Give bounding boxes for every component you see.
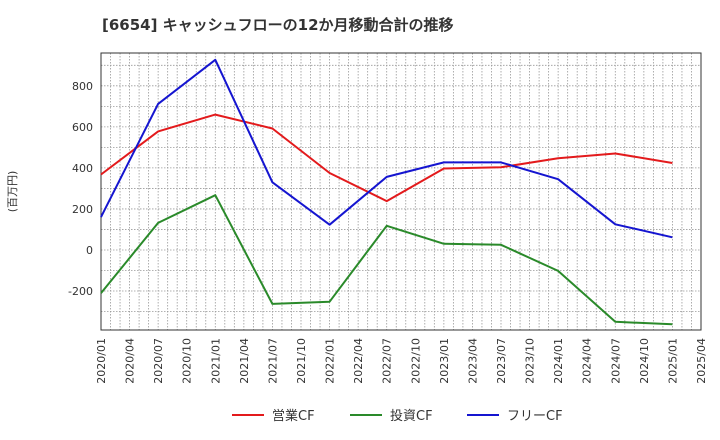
x-tick-label: 2024/01 [552, 338, 565, 384]
x-tick-label: 2020/07 [152, 338, 165, 384]
y-tick-label: 600 [72, 121, 93, 134]
series-line-3 [100, 58, 673, 239]
y-tick-label: 800 [72, 80, 93, 93]
x-tick-label: 2020/10 [181, 338, 194, 384]
y-tick-label: 400 [72, 162, 93, 175]
x-tick-label: 2021/01 [209, 338, 222, 384]
x-tick-label: 2024/07 [609, 338, 622, 384]
x-tick-label: 2022/10 [409, 338, 422, 384]
x-tick-label: 2022/01 [324, 338, 337, 384]
x-tick-label: 2025/04 [695, 338, 708, 384]
x-tick-label: 2022/07 [381, 338, 394, 384]
x-tick-label: 2021/07 [266, 338, 279, 384]
grid [100, 53, 702, 330]
y-axis-label: (百万円) [6, 171, 19, 213]
legend-label: 投資CF [390, 408, 433, 424]
x-tick-label: 2021/04 [238, 338, 251, 384]
x-tick-label: 2020/04 [124, 338, 137, 384]
x-tick-label: 2022/04 [352, 338, 365, 384]
x-tick-label: 2024/04 [581, 338, 594, 384]
x-tick-label: 2024/10 [638, 338, 651, 384]
axes: -200 0 200 400 600 800 (百万円) 2020/01 2020/04 2020… [6, 52, 708, 384]
series-line-2 [100, 194, 673, 326]
plot-frame [100, 52, 702, 331]
series-line-1 [100, 113, 673, 203]
x-tick-label: 2023/01 [438, 338, 451, 384]
x-tick-label: 2021/10 [295, 338, 308, 384]
y-tick-label: 200 [72, 203, 93, 216]
legend-label: フリーCF [507, 409, 563, 424]
legend-label: 営業CF [272, 408, 315, 424]
y-tick-label: 0 [86, 244, 93, 257]
legend: 営業CF 投資CF フリーCF [232, 408, 563, 424]
x-tick-label: 2025/01 [666, 338, 679, 384]
y-tick-label: -200 [68, 285, 93, 298]
chart-title: [6654] キャッシュフローの12か月移動合計の推移 [102, 16, 454, 34]
x-tick-label: 2023/04 [466, 338, 479, 384]
plot-area [101, 53, 701, 330]
x-tick-label: 2020/01 [95, 338, 108, 384]
x-tick-label: 2023/07 [495, 338, 508, 384]
series-lines [100, 58, 673, 326]
x-tick-label: 2023/10 [524, 338, 537, 384]
